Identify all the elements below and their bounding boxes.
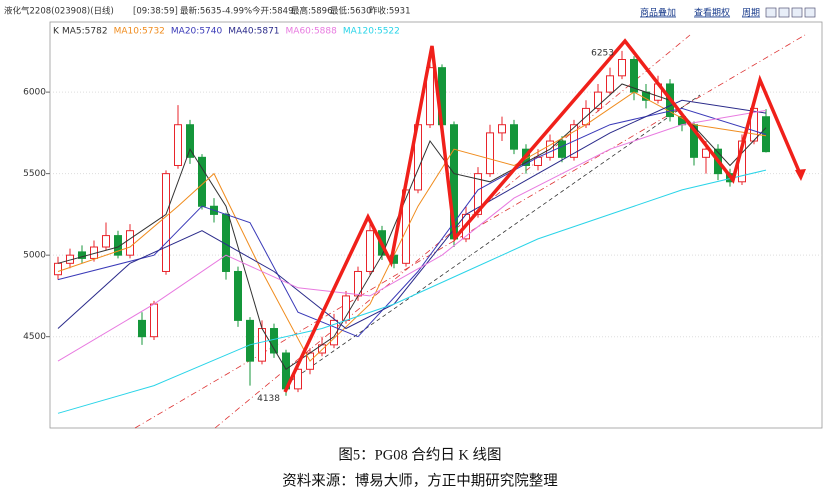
legend-entry: MA5:5782 bbox=[62, 27, 108, 37]
trend-line bbox=[284, 94, 701, 386]
legend-entry: MA60:5888 bbox=[286, 27, 338, 37]
y-tick-label: 5500 bbox=[23, 169, 46, 179]
plot-frame bbox=[49, 21, 823, 429]
candle-body bbox=[426, 67, 434, 126]
icon[interactable] bbox=[765, 7, 777, 18]
window-icons bbox=[765, 7, 816, 18]
button[interactable]: 周期 bbox=[742, 8, 760, 19]
legend-entry: MA10:5732 bbox=[114, 27, 165, 37]
caption-title: 图5：PG08 合约日 K 线图 bbox=[338, 446, 501, 463]
high: 最高:5896 bbox=[291, 6, 333, 17]
icon[interactable] bbox=[791, 7, 803, 18]
candle-body bbox=[114, 235, 122, 256]
candle-body bbox=[138, 319, 146, 338]
symbol: 液化气2208(023908)(日线) bbox=[4, 6, 114, 17]
low: 最低:5630 bbox=[330, 6, 372, 17]
candle-body bbox=[558, 140, 566, 158]
ma-line bbox=[57, 107, 767, 338]
candle-body bbox=[54, 262, 62, 276]
candle-body bbox=[126, 230, 134, 256]
candle-body bbox=[606, 75, 614, 93]
candle-body bbox=[270, 328, 278, 354]
candle-body bbox=[510, 124, 518, 150]
legend-entry: MA120:5522 bbox=[343, 27, 400, 37]
legend-entry: MA40:5871 bbox=[228, 27, 279, 37]
y-tick-label: 4500 bbox=[23, 332, 46, 342]
change: -4.99% bbox=[222, 7, 252, 17]
arrow-head bbox=[795, 169, 806, 181]
candle-body bbox=[486, 132, 494, 175]
candle-body bbox=[618, 59, 626, 77]
annotation: 4138 bbox=[257, 394, 280, 404]
candle-body bbox=[294, 368, 302, 390]
candle-body bbox=[102, 235, 110, 248]
annotation: 6253 bbox=[591, 48, 614, 58]
candle-body bbox=[186, 124, 194, 158]
ma-line bbox=[57, 109, 767, 362]
time: [09:38:59] bbox=[133, 7, 178, 17]
prev-close: 昨收:5931 bbox=[369, 6, 411, 17]
candle-body bbox=[150, 303, 158, 338]
ma-line bbox=[57, 83, 767, 371]
candle-body bbox=[78, 251, 86, 259]
legend-entry: MA20:5740 bbox=[171, 27, 223, 37]
candle-body bbox=[366, 230, 374, 272]
ma-line bbox=[57, 169, 767, 414]
candle-body bbox=[162, 173, 170, 272]
caption-source: 资料来源：博易大师，方正中期研究院整理 bbox=[282, 472, 558, 489]
icon[interactable] bbox=[804, 7, 816, 18]
button[interactable]: 商品叠加 bbox=[640, 7, 676, 19]
button[interactable]: 查看期权 bbox=[694, 7, 730, 19]
panel bbox=[0, 0, 840, 430]
trend-arrow bbox=[283, 38, 803, 393]
candle-body bbox=[234, 270, 242, 321]
latest: 最新:5635 bbox=[180, 6, 222, 17]
y-tick-label: 6000 bbox=[23, 88, 46, 98]
y-tick-label: 5000 bbox=[23, 251, 46, 261]
candle-body bbox=[330, 319, 338, 346]
k-label: K bbox=[53, 27, 60, 37]
candle-body bbox=[174, 124, 182, 166]
open: 今开:5849 bbox=[252, 6, 294, 17]
candle-body bbox=[702, 148, 710, 158]
icon[interactable] bbox=[778, 7, 790, 18]
candle-body bbox=[594, 91, 602, 109]
candle-body bbox=[498, 124, 506, 134]
candle-body bbox=[246, 319, 254, 362]
